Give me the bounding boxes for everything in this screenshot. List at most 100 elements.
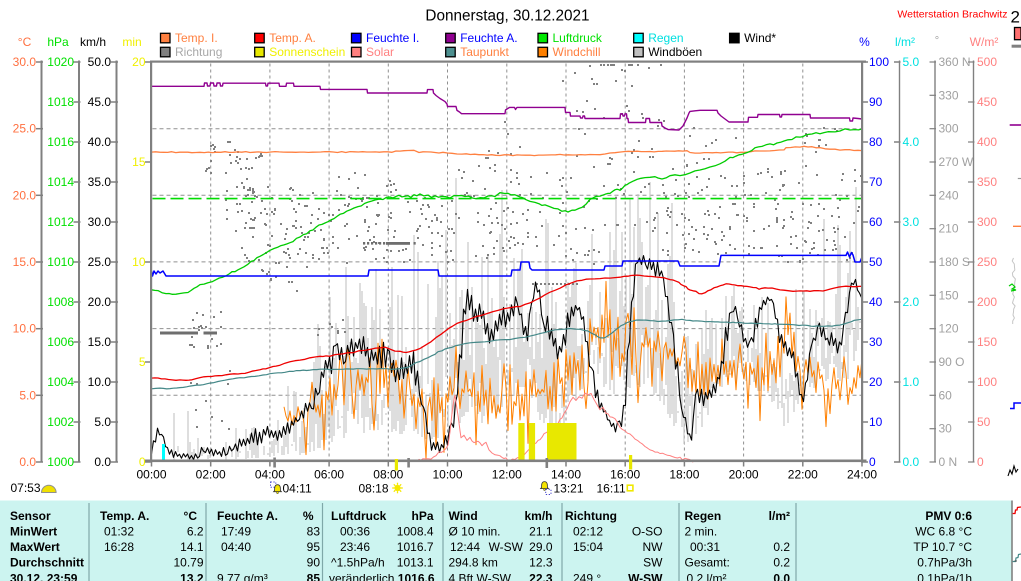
svg-text:%: % [859, 35, 870, 49]
svg-text:0: 0 [977, 455, 984, 469]
svg-text:07:53: 07:53 [11, 481, 41, 495]
svg-text:30: 30 [939, 422, 953, 436]
svg-text:Wind*: Wind* [744, 31, 776, 45]
svg-text:450: 450 [977, 95, 997, 109]
svg-text:29.0: 29.0 [529, 540, 553, 554]
svg-text:22.3: 22.3 [529, 572, 553, 581]
svg-text:MinWert: MinWert [10, 525, 57, 539]
svg-text:300: 300 [939, 122, 959, 136]
svg-text:15.0: 15.0 [88, 335, 112, 349]
svg-text:Solar: Solar [366, 45, 394, 59]
svg-text:40.0: 40.0 [88, 135, 112, 149]
svg-text:Richtung: Richtung [175, 45, 222, 59]
svg-text:^1.5hPa/h: ^1.5hPa/h [331, 556, 385, 570]
svg-text:1016.7: 1016.7 [397, 540, 434, 554]
svg-text:W/m²: W/m² [970, 35, 999, 49]
svg-text:W-SW: W-SW [628, 572, 663, 581]
svg-text:1006: 1006 [47, 335, 74, 349]
svg-text:83: 83 [307, 525, 321, 539]
svg-text:15.0: 15.0 [13, 255, 37, 269]
svg-text:5: 5 [139, 355, 146, 369]
svg-text:240: 240 [939, 188, 959, 202]
svg-text:0.0: 0.0 [903, 455, 920, 469]
svg-text:50: 50 [869, 255, 883, 269]
svg-text:WC 6.8 °C: WC 6.8 °C [915, 525, 972, 539]
svg-text:300: 300 [977, 215, 997, 229]
svg-text:20:00: 20:00 [729, 468, 759, 482]
svg-text:10: 10 [869, 415, 883, 429]
svg-text:PMV 0:6: PMV 0:6 [925, 509, 972, 523]
svg-text:400: 400 [977, 135, 997, 149]
svg-text:hPa: hPa [47, 35, 69, 49]
svg-text:1012: 1012 [47, 215, 74, 229]
svg-text:08:00: 08:00 [373, 468, 403, 482]
svg-text:0.0: 0.0 [19, 455, 36, 469]
svg-text:Regen: Regen [648, 31, 683, 45]
svg-text:120: 120 [939, 322, 959, 336]
svg-text:00:36: 00:36 [340, 525, 370, 539]
svg-text:16:00: 16:00 [610, 468, 640, 482]
svg-text:04:40: 04:40 [221, 540, 251, 554]
svg-text:Luftdruck: Luftdruck [331, 509, 387, 523]
svg-text:249 °: 249 ° [573, 572, 601, 581]
svg-text:25.0: 25.0 [13, 122, 37, 136]
svg-text:6.2: 6.2 [187, 525, 204, 539]
svg-text:22:00: 22:00 [788, 468, 818, 482]
svg-text:60: 60 [869, 215, 883, 229]
svg-text:80: 80 [869, 135, 883, 149]
svg-text:70: 70 [869, 175, 883, 189]
svg-text:1002: 1002 [47, 415, 74, 429]
svg-text:294.8 km: 294.8 km [449, 556, 498, 570]
svg-text:1014: 1014 [47, 175, 74, 189]
svg-text:30.12. 23:59: 30.12. 23:59 [10, 572, 78, 581]
svg-text:90 O: 90 O [939, 355, 965, 369]
svg-text:1020: 1020 [47, 55, 74, 69]
svg-text:01:32: 01:32 [104, 525, 134, 539]
svg-text:100: 100 [869, 55, 889, 69]
svg-text:Richtung: Richtung [565, 509, 617, 523]
svg-text:02:00: 02:00 [196, 468, 226, 482]
svg-text:4 Bft W-SW: 4 Bft W-SW [449, 572, 512, 581]
svg-text:0.2: 0.2 [773, 540, 790, 554]
svg-text:O-SO: O-SO [632, 525, 663, 539]
svg-text:1000: 1000 [47, 455, 74, 469]
svg-text:13:21: 13:21 [554, 482, 584, 496]
svg-text:Temp. I.: Temp. I. [175, 31, 218, 45]
svg-text:23:46: 23:46 [340, 540, 370, 554]
svg-text:100: 100 [977, 375, 997, 389]
svg-text:1016.6: 1016.6 [398, 572, 435, 581]
svg-text:Wind: Wind [449, 509, 478, 523]
svg-text:90: 90 [307, 556, 321, 570]
svg-text:W-SW: W-SW [489, 540, 524, 554]
svg-text:l/m²: l/m² [769, 509, 790, 523]
svg-text:°C: °C [184, 509, 198, 523]
svg-text:30: 30 [869, 335, 883, 349]
svg-text:360 N: 360 N [939, 55, 971, 69]
svg-text:hPa: hPa [411, 509, 433, 523]
svg-text:14.1: 14.1 [180, 540, 204, 554]
svg-text:Temp. A.: Temp. A. [269, 31, 316, 45]
svg-text:20.0: 20.0 [13, 188, 37, 202]
svg-text:25.0: 25.0 [88, 255, 112, 269]
svg-text:1018: 1018 [47, 95, 74, 109]
svg-text:20: 20 [869, 375, 883, 389]
svg-text:00:00: 00:00 [136, 468, 166, 482]
svg-text:06:00: 06:00 [314, 468, 344, 482]
svg-text:MaxWert: MaxWert [10, 540, 60, 554]
svg-text:1.0: 1.0 [903, 375, 920, 389]
svg-text:30.0: 30.0 [88, 215, 112, 229]
svg-text:16:11: 16:11 [597, 482, 626, 496]
svg-text:°: ° [935, 35, 939, 47]
svg-text:0.0: 0.0 [773, 572, 790, 581]
svg-text:210: 210 [939, 222, 959, 236]
svg-text:250: 250 [977, 255, 997, 269]
svg-text:1008.4: 1008.4 [397, 525, 434, 539]
svg-text:15:04: 15:04 [573, 540, 603, 554]
svg-text:Feuchte A.: Feuchte A. [217, 509, 278, 523]
svg-text:08:18: 08:18 [359, 482, 389, 496]
svg-text:NW: NW [643, 540, 664, 554]
svg-text:Donnerstag, 30.12.2021: Donnerstag, 30.12.2021 [425, 8, 589, 25]
svg-text:35.0: 35.0 [88, 175, 112, 189]
svg-text:0: 0 [139, 455, 146, 469]
svg-text:5.0: 5.0 [903, 55, 920, 69]
